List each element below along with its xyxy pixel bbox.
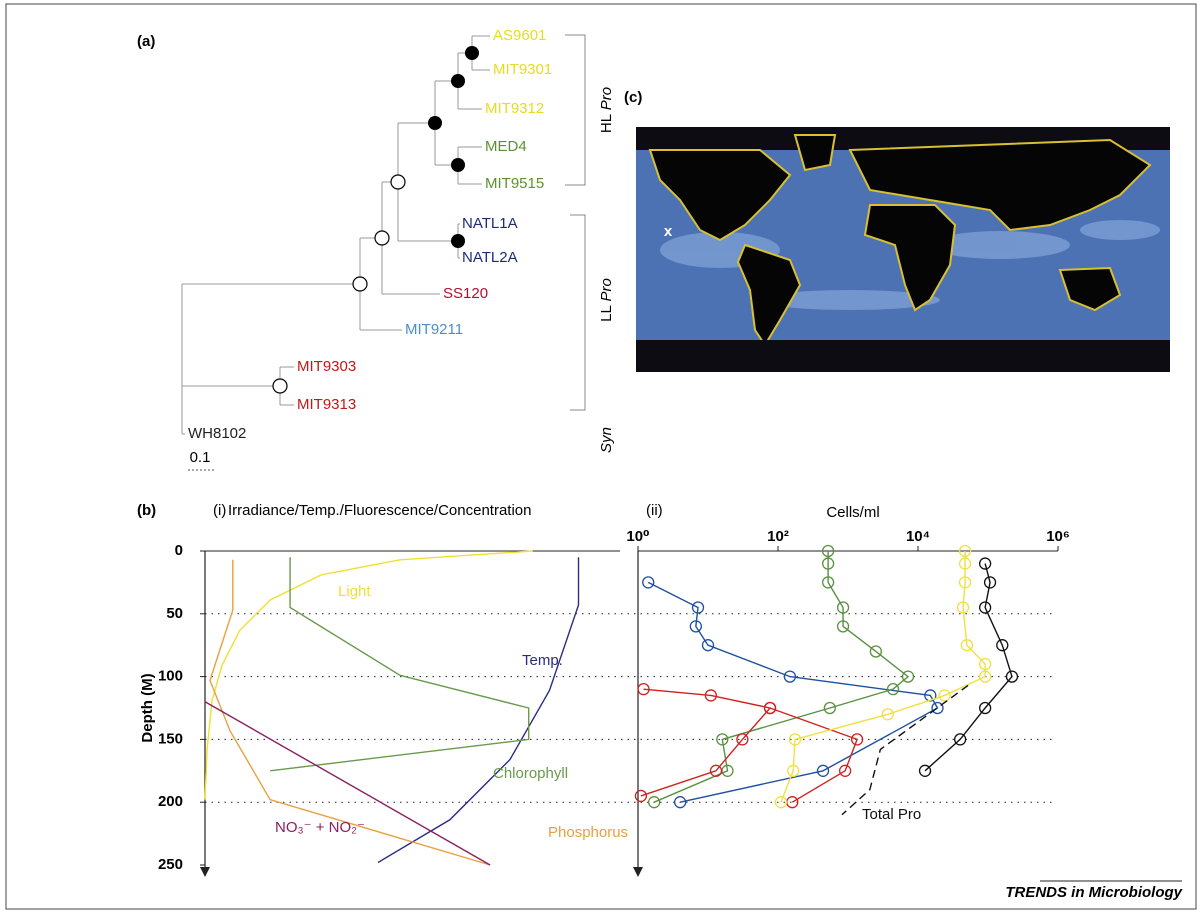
node xyxy=(451,158,465,172)
clade-label: LL Pro xyxy=(598,278,615,322)
x-tick-label: 10⁰ xyxy=(626,528,649,545)
y-tick-label: 200 xyxy=(158,793,183,810)
node xyxy=(353,277,367,291)
axis-arrow xyxy=(200,867,210,877)
panel-label: (c) xyxy=(624,89,642,106)
clade-taxon: Pro xyxy=(598,278,615,301)
map-marker: x xyxy=(664,223,673,240)
clade-label: Syn xyxy=(598,427,615,453)
x-tick-label: 10² xyxy=(767,528,789,545)
leaf-label: NATL2A xyxy=(462,249,518,266)
panel-sublabel: (i) xyxy=(213,502,226,519)
leaf-label: SS120 xyxy=(443,285,488,302)
node xyxy=(428,116,442,130)
y-tick-label: 0 xyxy=(175,542,183,559)
x-tick-label: 10⁴ xyxy=(906,528,930,545)
map: x xyxy=(636,127,1170,372)
node xyxy=(465,46,479,60)
leaf-label: WH8102 xyxy=(188,425,246,442)
chart-title: Irradiance/Temp./Fluorescence/Concentrat… xyxy=(228,502,532,519)
leaf-label: AS9601 xyxy=(493,27,546,44)
series-line xyxy=(641,708,770,796)
y-axis-label: Depth (M) xyxy=(139,673,156,742)
leaf-label: MIT9515 xyxy=(485,175,544,192)
y-tick-label: 100 xyxy=(158,668,183,685)
series-line xyxy=(654,551,908,802)
page: { "panel_labels": {"a": "(a)", "b": "(b)… xyxy=(0,0,1202,913)
axis-arrow xyxy=(633,867,643,877)
node xyxy=(391,175,405,189)
series-label: Total Pro xyxy=(862,806,921,823)
node xyxy=(375,231,389,245)
clade-brackets xyxy=(565,35,585,410)
node xyxy=(451,234,465,248)
leaf-label: MIT9313 xyxy=(297,396,356,413)
series-line xyxy=(270,557,529,771)
leaf-label: NATL1A xyxy=(462,215,518,232)
y-tick-label: 150 xyxy=(158,730,183,747)
x-tick-label: 10⁶ xyxy=(1046,528,1070,545)
series-label: Chlorophyll xyxy=(493,765,568,782)
series-label: Temp. xyxy=(522,652,563,669)
y-tick-label: 50 xyxy=(166,605,183,622)
clade-taxon: Pro xyxy=(598,87,615,110)
series-line xyxy=(205,702,490,865)
leaf-label: MIT9303 xyxy=(297,358,356,375)
leaf-label: MIT9211 xyxy=(405,321,463,338)
leaf-label: MIT9301 xyxy=(493,61,552,78)
series-line xyxy=(781,551,985,802)
panel-label: (a) xyxy=(137,33,155,50)
clade-label: HL Pro xyxy=(598,87,615,133)
y-tick-label: 250 xyxy=(158,856,183,873)
node xyxy=(273,379,287,393)
footer: TRENDS in Microbiology xyxy=(1005,884,1182,901)
chart-title: Cells/ml xyxy=(826,504,879,521)
clade-name: LL xyxy=(598,305,615,321)
series-label: Light xyxy=(338,583,371,600)
series-label: NO₃⁻ + NO₂⁻ xyxy=(275,819,365,836)
clade-name: HL xyxy=(598,114,615,133)
leaf-label: MED4 xyxy=(485,138,527,155)
panel-label: (b) xyxy=(137,502,156,519)
leaf-label: MIT9312 xyxy=(485,100,544,117)
node xyxy=(451,74,465,88)
figure: (a) (b) (c) 0.1 xyxy=(0,0,1202,913)
series-label: Phosphorus xyxy=(548,824,628,841)
panel-sublabel: (ii) xyxy=(646,502,663,519)
series-line xyxy=(378,557,578,862)
clade-taxon: Syn xyxy=(598,427,615,453)
scale-label: 0.1 xyxy=(190,449,211,466)
polar-band xyxy=(636,340,1170,372)
